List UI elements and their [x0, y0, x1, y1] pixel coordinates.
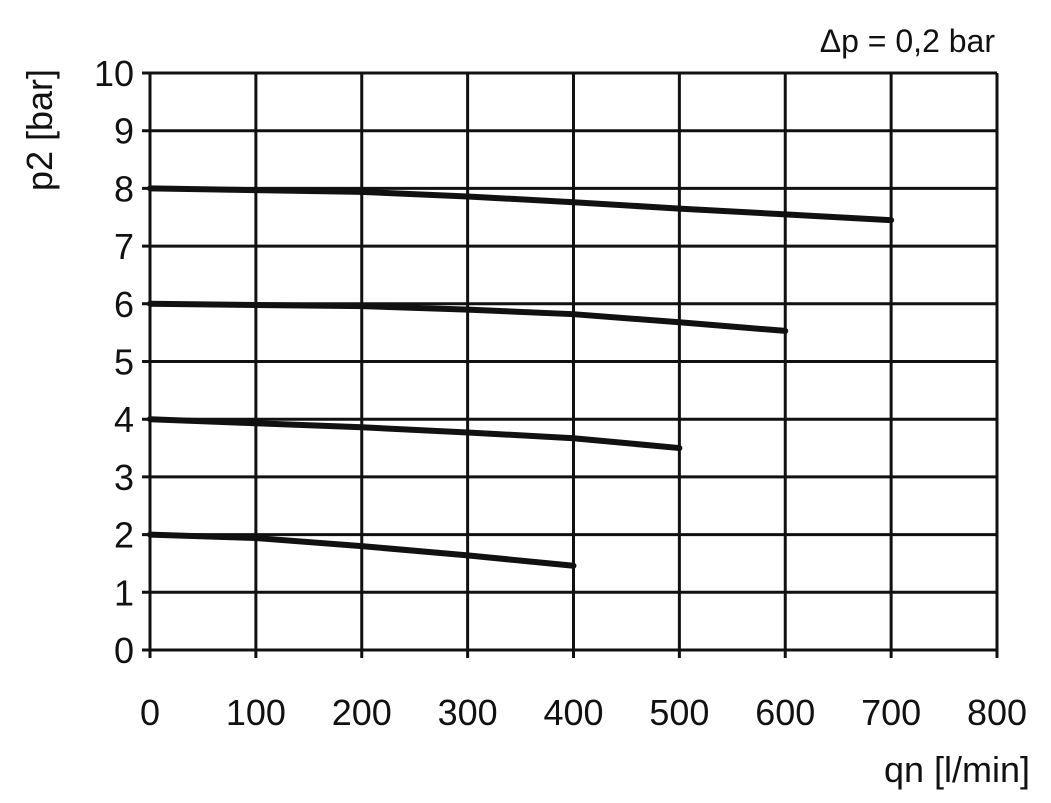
series-line-2: [147, 416, 683, 452]
y-tick-label: 5: [114, 342, 134, 383]
y-tick-label: 9: [114, 111, 134, 152]
y-tick-label: 6: [114, 284, 134, 325]
x-tick-label: 0: [140, 692, 160, 733]
series-line-1: [147, 300, 789, 334]
y-tick-label: 3: [114, 457, 134, 498]
y-tick-label: 1: [114, 572, 134, 613]
y-tick-label: 10: [94, 53, 134, 94]
y-tick-label: 2: [114, 515, 134, 556]
x-tick-label: 200: [332, 692, 392, 733]
x-tick-label: 700: [861, 692, 921, 733]
grid: [142, 71, 999, 658]
series-lines: [147, 185, 895, 569]
x-tick-label: 300: [438, 692, 498, 733]
x-tick-label: 500: [649, 692, 709, 733]
x-tick-label: 100: [226, 692, 286, 733]
y-tick-label: 4: [114, 399, 134, 440]
x-tick-label: 800: [967, 692, 1027, 733]
y-tick-label: 0: [114, 630, 134, 671]
x-tick-label: 400: [543, 692, 603, 733]
y-tick-label: 8: [114, 168, 134, 209]
x-tick-labels: 0 100 200 300 400 500 600 700 800: [140, 692, 1027, 733]
y-tick-label: 7: [114, 226, 134, 267]
x-axis-label: qn [l/min]: [884, 749, 1030, 790]
annotation: Δp = 0,2 bar: [820, 23, 996, 59]
series-line-3: [147, 531, 577, 569]
x-tick-label: 600: [755, 692, 815, 733]
y-tick-labels: 0 1 2 3 4 5 6 7 8 9 10: [94, 53, 134, 671]
y-axis-label: p2 [bar]: [19, 69, 60, 191]
series-line-0: [147, 185, 895, 224]
